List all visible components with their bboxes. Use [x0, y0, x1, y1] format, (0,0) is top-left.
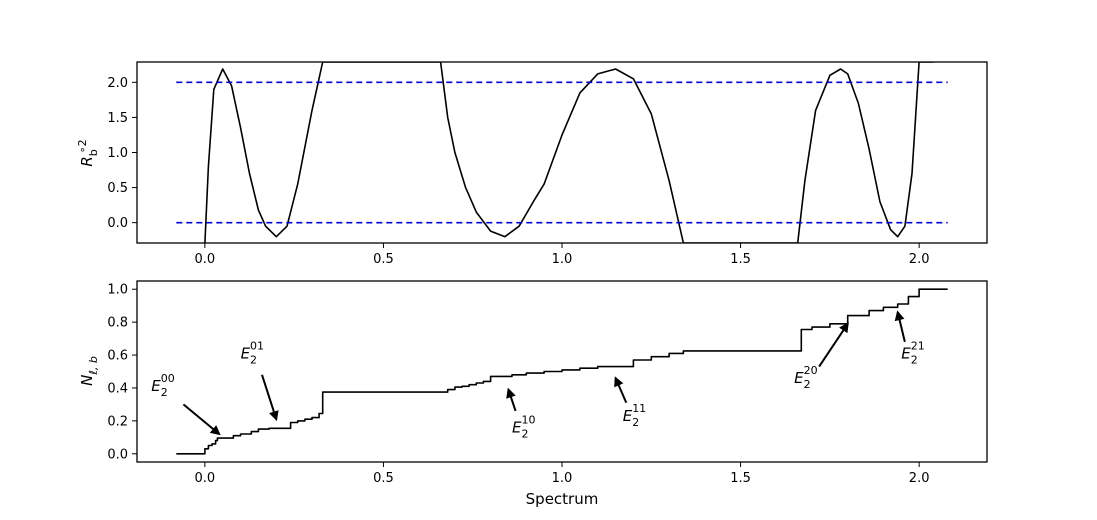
- top-y-axis-label: Rb∘2: [76, 139, 100, 166]
- annotation-label-e2-00: E200: [151, 372, 174, 399]
- top-y-tick-label: 2.0: [107, 76, 128, 91]
- bottom-x-tick-label: 1.5: [730, 471, 751, 486]
- bottom-y-tick-label: 0.6: [107, 349, 128, 364]
- bottom-y-tick-label: 0.0: [107, 447, 128, 462]
- bottom-series-layer: [176, 288, 948, 455]
- top-ylabel-base: R: [78, 156, 96, 166]
- top-series-0-line: [204, 62, 934, 243]
- top-y-tick-label: 0.5: [107, 181, 128, 196]
- bottom-x-tick-label: 0.5: [373, 471, 394, 486]
- bottom-x-tick-label: 0.0: [195, 471, 216, 486]
- top-series-layer: [176, 62, 948, 243]
- annotation-arrow-e2-11: [614, 376, 628, 404]
- bottom-x-tick-label: 1.0: [552, 471, 573, 486]
- top-x-tick-label: 0.0: [195, 252, 216, 267]
- bottom-y-axis-label: Nℓ, b: [78, 356, 100, 386]
- bottom-y-tick-label: 0.8: [107, 316, 128, 331]
- bottom-ticks-layer: 0.0 0.5 1.0 1.5 2.0 0.0 0.2 0.4 0.6 0.8 1.0: [107, 283, 929, 486]
- annotation-arrow-e2-10: [506, 387, 517, 412]
- bottom-series-0-line: [176, 288, 948, 455]
- top-x-tick-label: 1.0: [552, 252, 573, 267]
- top-x-tick-label: 2.0: [909, 252, 930, 267]
- annotation-arrow-e2-21: [894, 310, 906, 343]
- top-panel: 0.0 0.5 1.0 1.5 2.0 0.0 0.5 1.0 1.5 2.0 Rb∘2: [76, 61, 988, 267]
- annotation-arrow-e2-01: [261, 374, 279, 422]
- annotation-label-e2-21: E221: [901, 339, 924, 366]
- bottom-ylabel-sub: ℓ, b: [87, 356, 100, 376]
- top-ylabel-sub: b: [87, 149, 100, 156]
- annotation-label-e2-10: E210: [512, 413, 535, 440]
- top-x-tick-label: 0.5: [373, 252, 394, 267]
- bottom-y-tick-label: 0.4: [107, 381, 128, 396]
- top-axes-frame: [136, 61, 988, 244]
- top-ylabel-sup: ∘2: [76, 139, 89, 153]
- annotations-layer: E200 E201 E210 E211 E220 E221: [151, 310, 925, 440]
- top-y-tick-label: 1.0: [107, 146, 128, 161]
- bottom-y-tick-label: 1.0: [107, 283, 128, 298]
- top-y-tick-label: 1.5: [107, 111, 128, 126]
- annotation-label-e2-01: E201: [241, 339, 264, 366]
- top-x-tick-label: 1.5: [730, 252, 751, 267]
- top-ticks-layer: 0.0 0.5 1.0 1.5 2.0 0.0 0.5 1.0 1.5 2.0: [107, 76, 929, 267]
- x-axis-label: Spectrum: [526, 490, 599, 508]
- annotation-label-e2-11: E211: [623, 402, 646, 429]
- top-y-tick-label: 0.0: [107, 216, 128, 231]
- annotation-label-e2-20: E220: [794, 364, 817, 391]
- bottom-panel: 0.0 0.5 1.0 1.5 2.00.00.20.40.60.81.0 E200E2…: [78, 280, 988, 508]
- annotation-arrow-e2-00: [182, 403, 221, 436]
- bottom-y-tick-label: 0.2: [107, 414, 128, 429]
- bottom-x-tick-label: 2.0: [909, 471, 930, 486]
- annotation-arrow-e2-20: [818, 322, 849, 368]
- bottom-ylabel-base: N: [78, 375, 96, 386]
